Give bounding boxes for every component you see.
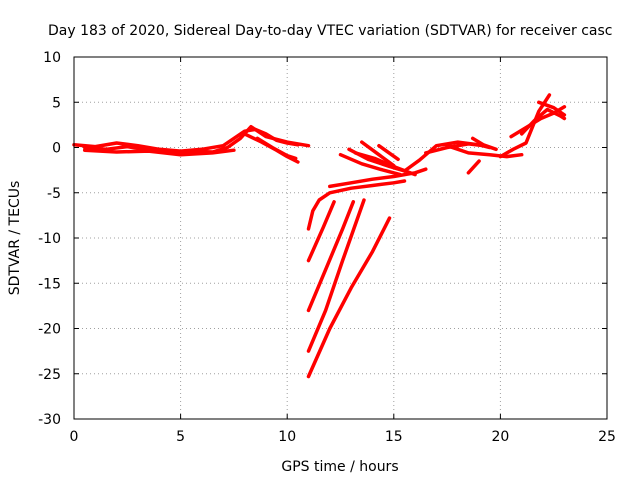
series-trace-10 (306, 198, 366, 353)
data-traces (72, 93, 567, 379)
series-trace-8 (306, 200, 336, 263)
x-tick-label: 25 (598, 429, 616, 445)
series-trace-11 (306, 216, 392, 379)
chart-title: Day 183 of 2020, Sidereal Day-to-day VTE… (48, 23, 612, 39)
series-trace-21 (466, 159, 481, 175)
y-tick-label: -30 (38, 412, 61, 428)
series-trace-14 (360, 140, 396, 168)
y-axis-label: SDTVAR / TECUs (7, 181, 23, 296)
y-tick-label: -25 (38, 367, 61, 383)
series-trace-22 (498, 93, 552, 159)
series-trace-3 (82, 148, 236, 157)
x-axis-label: GPS time / hours (281, 459, 398, 475)
y-tick-label: 10 (43, 50, 61, 66)
series-trace-18 (424, 142, 486, 155)
series-trace-9 (306, 200, 356, 313)
series-trace-7 (328, 167, 428, 189)
y-tick-label: 0 (52, 141, 61, 157)
x-tick-label: 0 (70, 429, 79, 445)
y-tick-label: 5 (52, 95, 61, 111)
x-tick-label: 5 (176, 429, 185, 445)
series-trace-6 (306, 179, 407, 231)
y-tick-label: -5 (47, 186, 61, 202)
x-tick-label: 10 (278, 429, 296, 445)
series-trace-25 (537, 100, 567, 117)
series-trace-19 (445, 143, 524, 159)
series-trace-24 (519, 107, 567, 136)
series-trace-5 (255, 136, 298, 161)
series-trace-15 (377, 143, 400, 162)
y-tick-label: -15 (38, 276, 61, 292)
axis-ticks: 0 5 10 15 20 25 -30 -25 -20 -15 -10 -5 0 5 10 (38, 50, 616, 445)
x-tick-label: 15 (385, 429, 403, 445)
series-trace-20 (470, 136, 498, 152)
series-trace-12 (338, 152, 402, 177)
y-tick-label: -20 (38, 322, 61, 338)
y-tick-label: -10 (38, 231, 61, 247)
x-tick-label: 20 (491, 429, 509, 445)
